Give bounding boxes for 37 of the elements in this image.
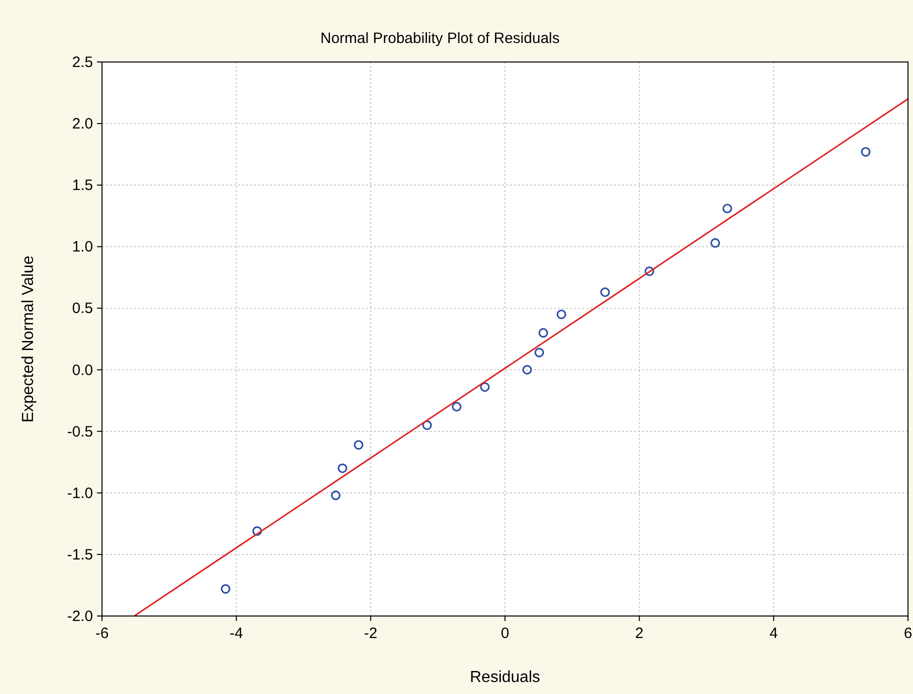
point (722, 204, 732, 214)
y-tick-label: -2.0 (67, 608, 93, 625)
point (252, 526, 262, 536)
x-tick-label: 6 (904, 625, 912, 642)
x-tick-label: 0 (500, 625, 510, 642)
point (710, 238, 720, 248)
x-tick-label: 2 (635, 625, 644, 642)
point (354, 440, 364, 450)
point (338, 463, 348, 474)
point (556, 310, 566, 320)
y-tick-label: -0.5 (67, 423, 93, 440)
x-tick-label: -4 (230, 625, 244, 642)
y-tick-label: 1.0 (72, 238, 93, 256)
point (480, 382, 490, 392)
point (534, 348, 544, 358)
point (600, 287, 610, 298)
y-tick-label: 2.5 (72, 54, 93, 71)
point (422, 420, 432, 430)
point (452, 402, 462, 412)
x-tick-label: 4 (769, 625, 778, 642)
point (860, 147, 870, 157)
point (644, 266, 654, 276)
point (220, 584, 230, 594)
chart-title: Normal Probability Plot of Residuals (320, 30, 560, 47)
y-tick-label: 1.5 (72, 177, 93, 194)
point (538, 328, 548, 338)
y-tick-label: -1.5 (67, 546, 93, 564)
x-axis-title: Residuals (470, 669, 540, 686)
x-tick-label: -6 (95, 625, 109, 642)
y-tick-label: 2.0 (72, 116, 93, 133)
x-tick-label: -2 (364, 625, 378, 642)
y-axis-title: Expected Normal Value (20, 255, 37, 422)
y-tick-label: -1.0 (67, 484, 93, 502)
point (330, 490, 341, 500)
y-tick-label: 0.0 (72, 362, 93, 379)
point (522, 364, 532, 375)
y-tick-label: 0.5 (72, 300, 93, 318)
